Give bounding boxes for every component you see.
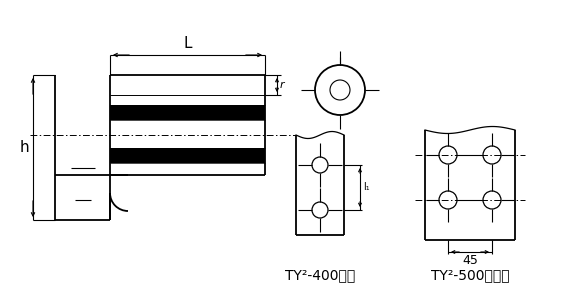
- Text: r: r: [280, 80, 285, 90]
- Text: 45: 45: [462, 254, 478, 267]
- Text: L: L: [183, 36, 192, 51]
- Bar: [110, 148, 265, 163]
- Text: h: h: [19, 140, 29, 155]
- Text: TY²-500及以上: TY²-500及以上: [431, 268, 509, 282]
- Bar: [110, 105, 265, 120]
- Text: l₁: l₁: [363, 182, 370, 193]
- Text: TY²-400以下: TY²-400以下: [285, 268, 355, 282]
